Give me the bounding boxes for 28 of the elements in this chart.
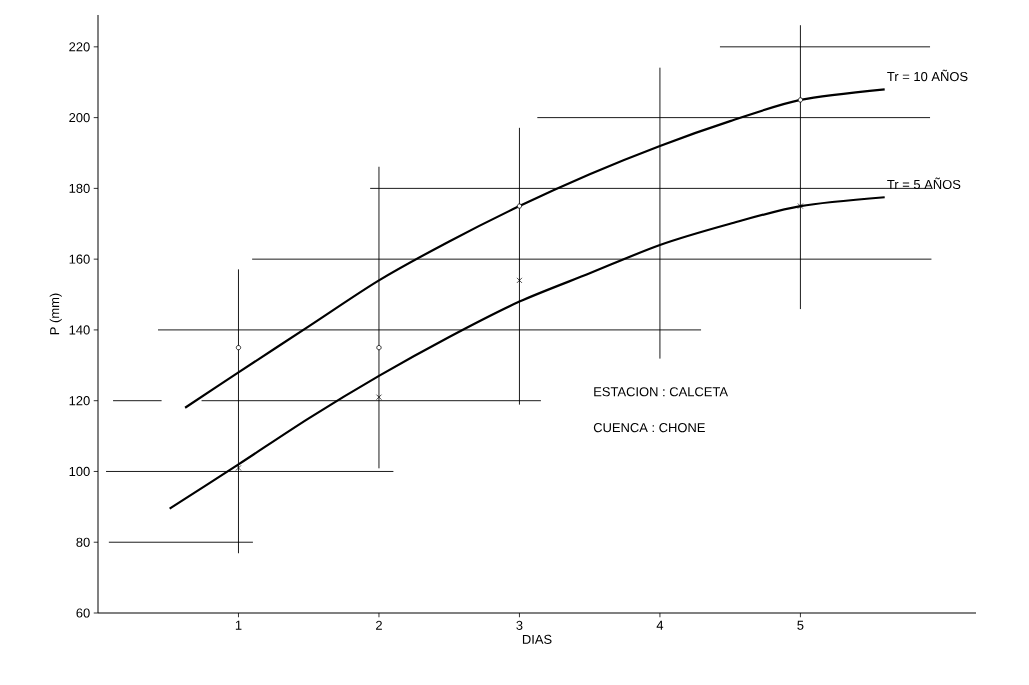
y-tick-label: 100 — [69, 466, 90, 477]
x-tick-label: 3 — [516, 620, 523, 630]
y-tick-label: 160 — [69, 254, 90, 264]
point — [235, 345, 242, 351]
x-tick-label: 1 — [235, 620, 242, 630]
y-tick-label: 60 — [76, 608, 90, 618]
y-tick-label: 220 — [69, 42, 90, 52]
annotation: CUENCA : CHONE — [593, 423, 705, 433]
point — [235, 465, 242, 471]
point — [797, 203, 804, 209]
annotation: ESTACION : CALCETA — [594, 387, 728, 397]
series-label: Tr = 5 AÑOS — [887, 177, 961, 190]
x-tick-label: 5 — [797, 620, 804, 630]
y-tick-label: 120 — [69, 396, 90, 406]
y-tick-label: 80 — [76, 537, 90, 547]
y-tick-label: 140 — [69, 325, 90, 335]
x-tick-label: 4 — [656, 620, 664, 630]
y-tick-label: 200 — [69, 113, 90, 123]
y-axis-title: P (mm) — [49, 293, 62, 335]
point — [797, 97, 803, 103]
point — [376, 394, 382, 401]
series-label: Tr = 10 AÑOS — [887, 69, 968, 82]
point — [516, 203, 523, 209]
point — [376, 345, 382, 351]
x-tick-label: 2 — [376, 620, 382, 630]
point — [516, 277, 523, 284]
y-tick-label: 180 — [69, 183, 90, 193]
x-axis-title: DIAS — [522, 634, 552, 644]
